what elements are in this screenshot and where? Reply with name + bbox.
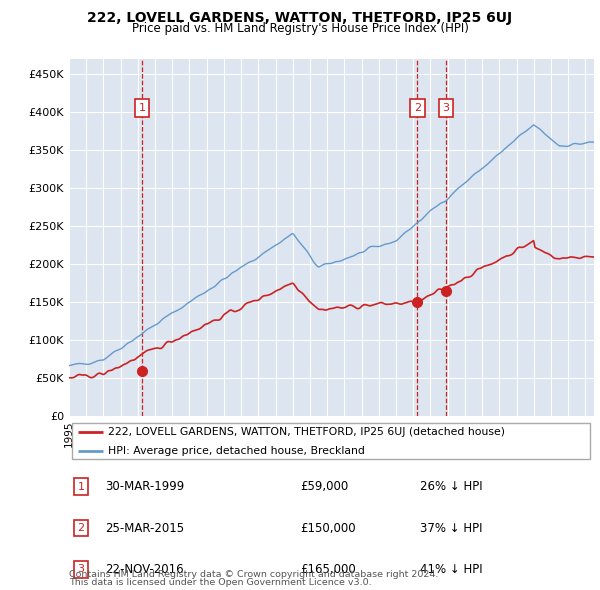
Text: 222, LOVELL GARDENS, WATTON, THETFORD, IP25 6UJ (detached house): 222, LOVELL GARDENS, WATTON, THETFORD, I… [109, 427, 505, 437]
Text: 222, LOVELL GARDENS, WATTON, THETFORD, IP25 6UJ: 222, LOVELL GARDENS, WATTON, THETFORD, I… [88, 11, 512, 25]
Text: 1: 1 [77, 482, 85, 491]
Text: 41% ↓ HPI: 41% ↓ HPI [420, 563, 482, 576]
Text: Contains HM Land Registry data © Crown copyright and database right 2024.: Contains HM Land Registry data © Crown c… [69, 571, 439, 579]
Text: Price paid vs. HM Land Registry's House Price Index (HPI): Price paid vs. HM Land Registry's House … [131, 22, 469, 35]
Text: 2: 2 [413, 103, 421, 113]
Text: 25-MAR-2015: 25-MAR-2015 [105, 522, 184, 535]
Text: 22-NOV-2016: 22-NOV-2016 [105, 563, 184, 576]
Text: £150,000: £150,000 [300, 522, 356, 535]
Text: £59,000: £59,000 [300, 480, 348, 493]
Text: HPI: Average price, detached house, Breckland: HPI: Average price, detached house, Brec… [109, 445, 365, 455]
Text: 37% ↓ HPI: 37% ↓ HPI [420, 522, 482, 535]
Text: 1: 1 [139, 103, 145, 113]
Text: £165,000: £165,000 [300, 563, 356, 576]
Text: This data is licensed under the Open Government Licence v3.0.: This data is licensed under the Open Gov… [69, 578, 371, 587]
Text: 26% ↓ HPI: 26% ↓ HPI [420, 480, 482, 493]
Text: 3: 3 [442, 103, 449, 113]
Text: 2: 2 [77, 523, 85, 533]
Text: 30-MAR-1999: 30-MAR-1999 [105, 480, 184, 493]
Text: 3: 3 [77, 565, 85, 574]
